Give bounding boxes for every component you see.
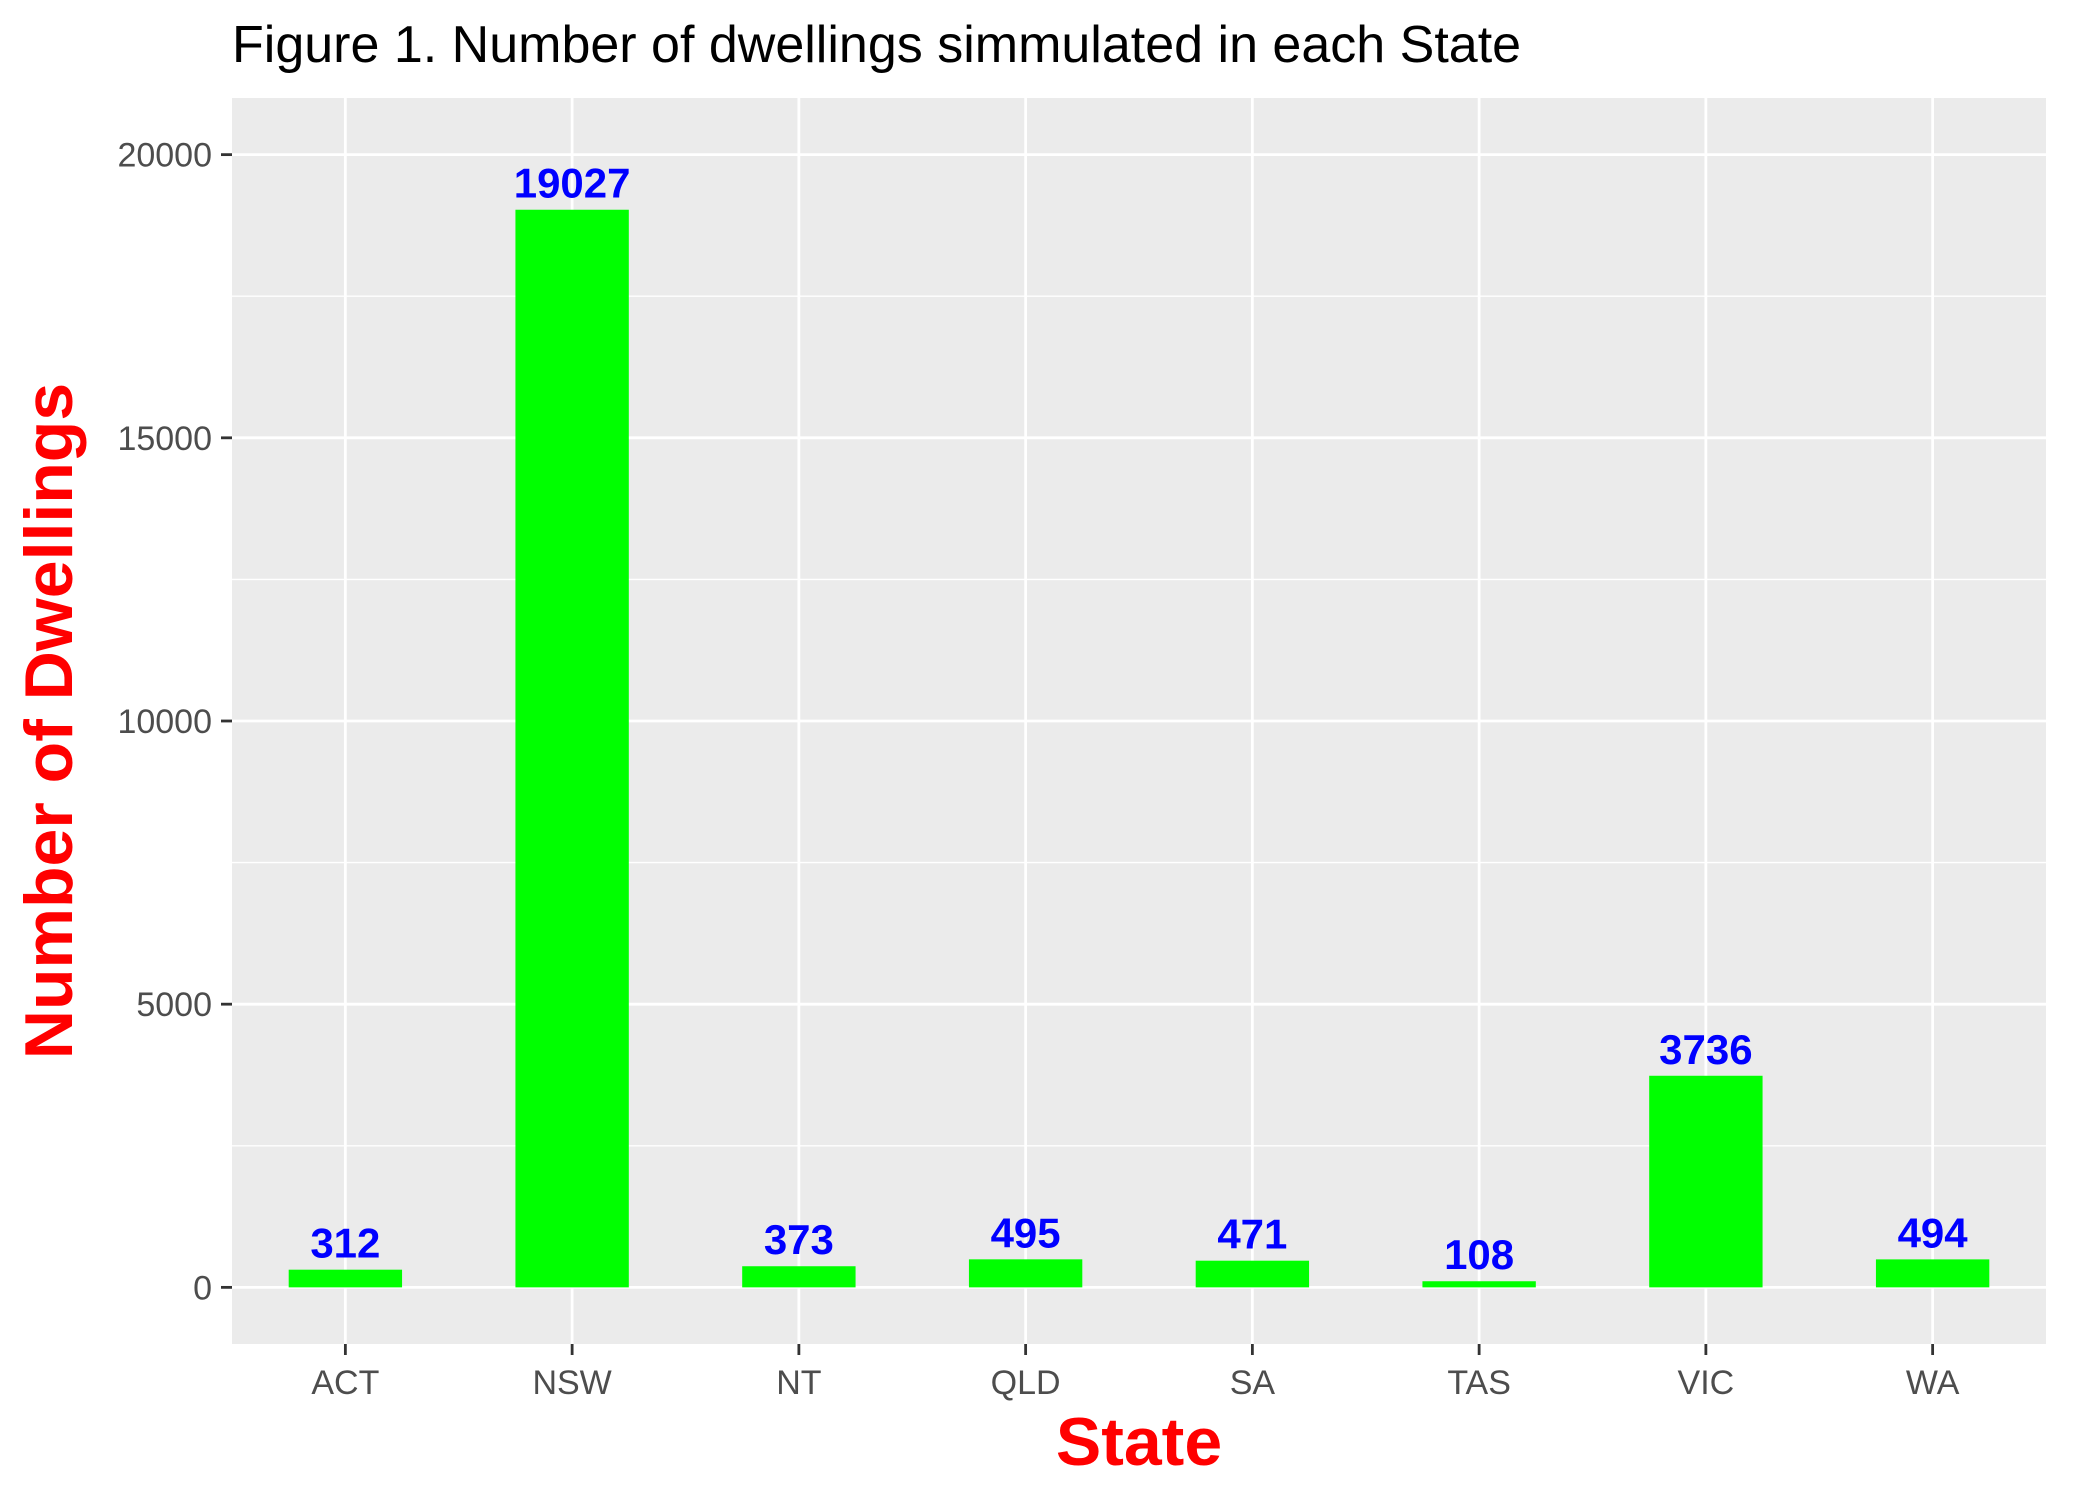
x-tick-label-qld: QLD: [991, 1364, 1061, 1402]
bar-label-sa: 471: [1217, 1211, 1287, 1258]
bar-label-tas: 108: [1444, 1231, 1514, 1278]
x-tick-label-nsw: NSW: [532, 1364, 611, 1402]
bar-label-qld: 495: [991, 1209, 1061, 1256]
x-axis-ticks: ACT NSW NT QLD SA TAS VIC WA: [311, 1344, 1960, 1402]
y-tick-label: 5000: [136, 986, 212, 1024]
x-tick-label-sa: SA: [1230, 1364, 1276, 1402]
bar-qld: [968, 1259, 1083, 1288]
y-tick-label: 15000: [117, 420, 212, 458]
x-axis-title: State: [1056, 1404, 1222, 1480]
bar-sa: [1195, 1260, 1310, 1288]
y-axis-ticks: 0 5000 10000 15000 20000: [117, 137, 232, 1307]
y-tick-label: 20000: [117, 137, 212, 175]
bar-nt: [742, 1266, 856, 1288]
bar-tas: [1422, 1281, 1536, 1288]
bar-label-nt: 373: [764, 1216, 834, 1263]
x-tick-label-act: ACT: [311, 1364, 379, 1402]
bar-vic: [1649, 1075, 1763, 1288]
x-tick-label-wa: WA: [1906, 1364, 1960, 1402]
bar-label-act: 312: [310, 1220, 380, 1267]
bar-label-wa: 494: [1898, 1209, 1969, 1256]
bar-label-nsw: 19027: [514, 160, 631, 207]
bar-act: [288, 1269, 403, 1288]
y-tick-label: 10000: [117, 703, 212, 741]
x-tick-label-vic: VIC: [1678, 1364, 1735, 1402]
bar-wa: [1875, 1259, 1990, 1288]
x-tick-label-tas: TAS: [1447, 1364, 1511, 1402]
y-axis-title: Number of Dwellings: [11, 383, 87, 1059]
chart-title: Figure 1. Number of dwellings simmulated…: [232, 16, 1521, 74]
x-tick-label-nt: NT: [776, 1364, 821, 1402]
bar-label-vic: 3736: [1659, 1026, 1752, 1073]
bar-value-labels: 312 19027 373 495 471 108 3736 494: [310, 160, 1968, 1279]
y-tick-label: 0: [193, 1269, 212, 1307]
bar-nsw: [515, 209, 629, 1288]
bars: [288, 209, 1990, 1288]
